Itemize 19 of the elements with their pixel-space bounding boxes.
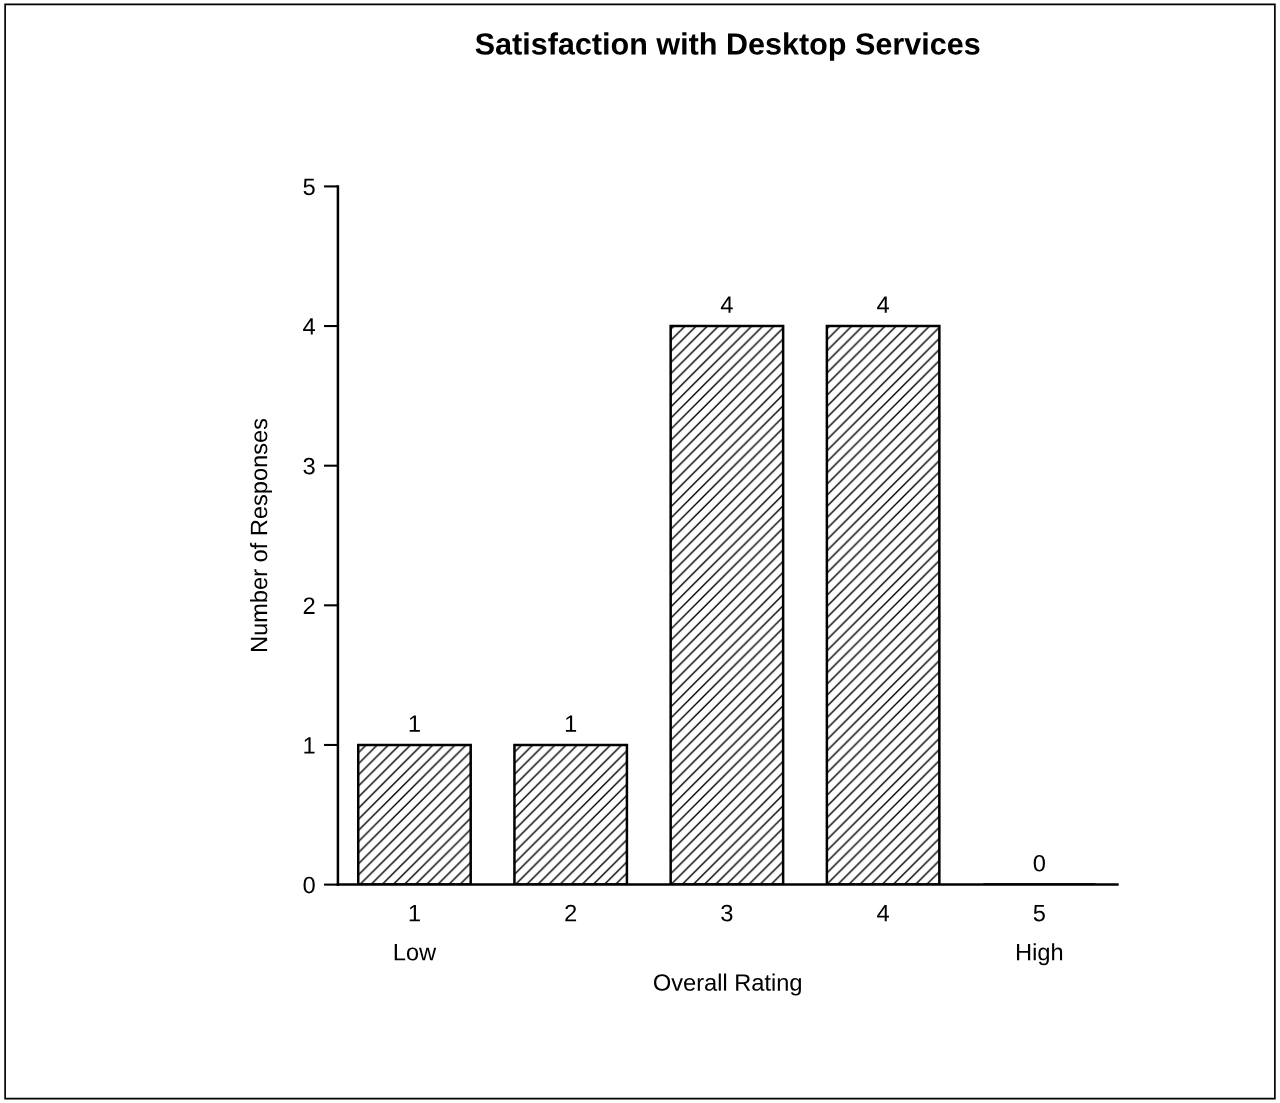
data-label: 1 (565, 715, 577, 732)
data-label: 4 (877, 296, 889, 313)
y-tick-label: 1 (304, 737, 315, 754)
x-tick-label: 5 High (1016, 904, 1063, 966)
x-axis-title: Overall Rating (654, 973, 801, 996)
y-tick-label: 0 (303, 876, 315, 894)
x-tick-label: 4 (877, 904, 889, 922)
x-tick-label: 1 Low (394, 904, 437, 961)
y-axis-title: Number of Responses (250, 418, 273, 652)
y-tick-label: 5 (303, 178, 315, 196)
chart-title: Satisfaction with Desktop Services (475, 32, 980, 61)
x-tick-label: 3 (721, 904, 733, 922)
y-tick-label: 2 (303, 597, 315, 614)
x-tick-label: 2 (565, 904, 577, 922)
data-label: 0 (1033, 854, 1045, 872)
y-tick-label: 4 (303, 318, 316, 335)
data-label: 1 (409, 715, 420, 732)
y-tick-label: 3 (303, 457, 315, 475)
data-label: 4 (720, 296, 733, 313)
